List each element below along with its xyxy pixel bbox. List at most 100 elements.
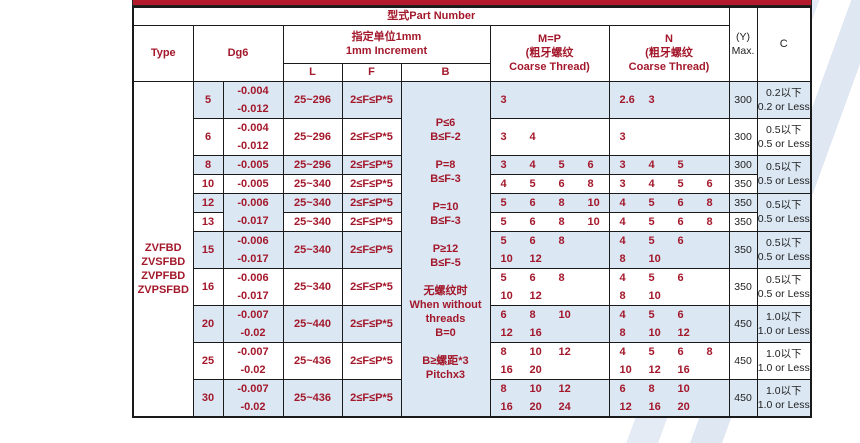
part-number-header: 型式Part Number (132, 6, 730, 26)
diameter-cell: 25 (192, 341, 224, 380)
thread-size: 8 (619, 289, 626, 302)
thread-size: 6 (529, 196, 536, 209)
n-thread-cell: 3 (608, 117, 730, 156)
m-thread-cell: 5 6 8 10 12 (489, 230, 610, 269)
tolerance-value: -0.006 (237, 197, 269, 209)
tolerance-value: -0.02 (240, 326, 266, 339)
thread-size: 8 (500, 382, 507, 395)
thread-size: 5 (558, 158, 565, 171)
thread-size: 6 (677, 196, 684, 209)
c-value: 1.0 or Less (757, 398, 810, 411)
diameter-cell: 12 (192, 192, 224, 213)
tolerance-value: -0.004 (237, 84, 269, 97)
thread-size: 5 (500, 271, 507, 284)
m-thread-cell: 6 8 10 12 16 (489, 304, 610, 343)
thread-size: 16 (500, 400, 513, 413)
c-value: 0.5以下 (765, 236, 802, 249)
b-rule-line: P≥12 (432, 242, 459, 255)
increment-header: 指定单位1mm 1mm Increment (282, 24, 491, 64)
tolerance-value: -0.017 (237, 289, 269, 302)
thread-line: 8 10 (620, 250, 729, 268)
y-max-header: (Y) Max. (728, 6, 758, 82)
increment-cn: 指定单位1mm (351, 31, 422, 43)
table-row: 12 -0.006 -0.017 25~340 2≤F≤P*5 5 6 8 10 4 5 6 8 350 0… (133, 192, 812, 232)
thread-size: 4 (619, 308, 626, 321)
spec-table: 型式Part Number (Y) Max. C Type Dg6 指定单位1m… (132, 6, 813, 418)
type-name: ZVPSFBD (137, 283, 189, 296)
table-row: ZVFBD ZVSFBD ZVPFBD ZVPSFBD 5 -0.004 -0.012 25~… (132, 80, 812, 417)
n-cn: (粗牙螺纹 (645, 47, 693, 59)
thread-line: 6 8 10 (501, 306, 609, 324)
c-value: 0.5 or Less (757, 137, 810, 150)
thread-size: 4 (619, 234, 626, 247)
thread-line: 12 16 (501, 324, 609, 342)
n-thread-cell: 6 8 10 12 16 20 (608, 378, 730, 417)
tolerance-value: -0.005 (237, 177, 269, 190)
thread-line: 3 4 5 6 (500, 156, 609, 173)
spec-table-body: ZVFBD ZVSFBD ZVPFBD ZVPSFBD 5 -0.004 -0.012 25~… (132, 80, 812, 417)
thread-size: 16 (500, 363, 513, 376)
y-max-cell: 450 (728, 341, 758, 380)
y-max-cell: 350 (728, 230, 758, 269)
type-cell: ZVFBD ZVSFBD ZVPFBD ZVPSFBD (132, 80, 194, 417)
tolerance-value: -0.017 (237, 252, 269, 265)
m-thread-cell: 8 10 12 16 20 24 (489, 378, 610, 417)
thread-size: 16 (529, 326, 542, 339)
thread-size: 6 (619, 382, 626, 395)
n-en: Coarse Thread) (628, 61, 710, 73)
b-rule-line: B≤F-5 (430, 256, 461, 269)
c-cell: 1.0以下 1.0 or Less (756, 341, 812, 380)
thread-line: 5 6 8 10 (500, 213, 609, 230)
m-cn: (粗牙螺纹 (525, 47, 574, 59)
m-thread-cell: 8 10 12 16 20 (489, 341, 610, 380)
tolerance-value: -0.006 (237, 234, 269, 247)
thread-line: 4 5 6 8 (619, 194, 729, 211)
thread-size: 4 (619, 196, 626, 209)
thread-size: 3 (500, 158, 507, 171)
c-value: 1.0 or Less (757, 361, 810, 374)
increment-en: 1mm Increment (345, 45, 428, 57)
tolerance-value: -0.017 (237, 215, 269, 227)
thread-line: 8 10 (620, 287, 729, 305)
thread-size: 5 (648, 271, 655, 284)
f-range-cell: 2≤F≤P*5 (341, 80, 402, 119)
y-max-cell: 300 (728, 154, 758, 175)
table-row: 15 -0.006 -0.017 25~340 2≤F≤P*5 5 6 8 10 12 4 5 6 8 10… (133, 230, 812, 269)
length-range-cell: 25~340 (282, 230, 343, 269)
tolerance-value: -0.012 (237, 139, 269, 152)
b-rule-line (402, 270, 489, 284)
c-cell: 0.5以下 0.5 or Less (756, 117, 812, 156)
n-title: N (665, 33, 673, 45)
thread-line: 16 20 (501, 361, 609, 379)
n-thread-cell: 3 4 5 (608, 154, 730, 175)
length-range-cell: 25~340 (282, 192, 343, 213)
thread-size: 8 (648, 382, 655, 395)
thread-size: 10 (677, 382, 690, 395)
c-value: 0.2 or Less (757, 100, 810, 113)
type-name: ZVSFBD (141, 255, 186, 268)
thread-line: 2.6 3 (620, 91, 729, 109)
thread-line: 8 10 12 (501, 380, 609, 398)
dg6-header: Dg6 (192, 24, 284, 82)
thread-size: 10 (529, 382, 542, 395)
thread-size: 5 (500, 215, 507, 228)
f-range-cell: 2≤F≤P*5 (341, 230, 402, 269)
tolerance-value: -0.007 (237, 345, 269, 358)
c-cell: 0.5以下 0.5 or Less (756, 267, 812, 306)
thread-line: 16 20 24 (501, 398, 609, 416)
tolerance-cell: -0.006 -0.017 (222, 230, 284, 269)
thread-size: 3 (619, 130, 626, 143)
thread-size: 16 (677, 363, 690, 376)
thread-size: 4 (529, 130, 536, 143)
length-range-cell: 25~436 (282, 341, 343, 380)
b-rule-line: B=0 (435, 326, 456, 339)
thread-size: 5 (500, 196, 507, 209)
c-value: 0.5以下 (765, 123, 802, 136)
c-header: C (756, 6, 812, 82)
y-max-cell: 300 (728, 117, 758, 156)
c-value: 0.2以下 (765, 86, 802, 99)
thread-line: 4 5 6 (620, 306, 729, 324)
tolerance-value: -0.02 (240, 363, 266, 376)
c-cell: 0.5以下 0.5 or Less (756, 230, 812, 269)
